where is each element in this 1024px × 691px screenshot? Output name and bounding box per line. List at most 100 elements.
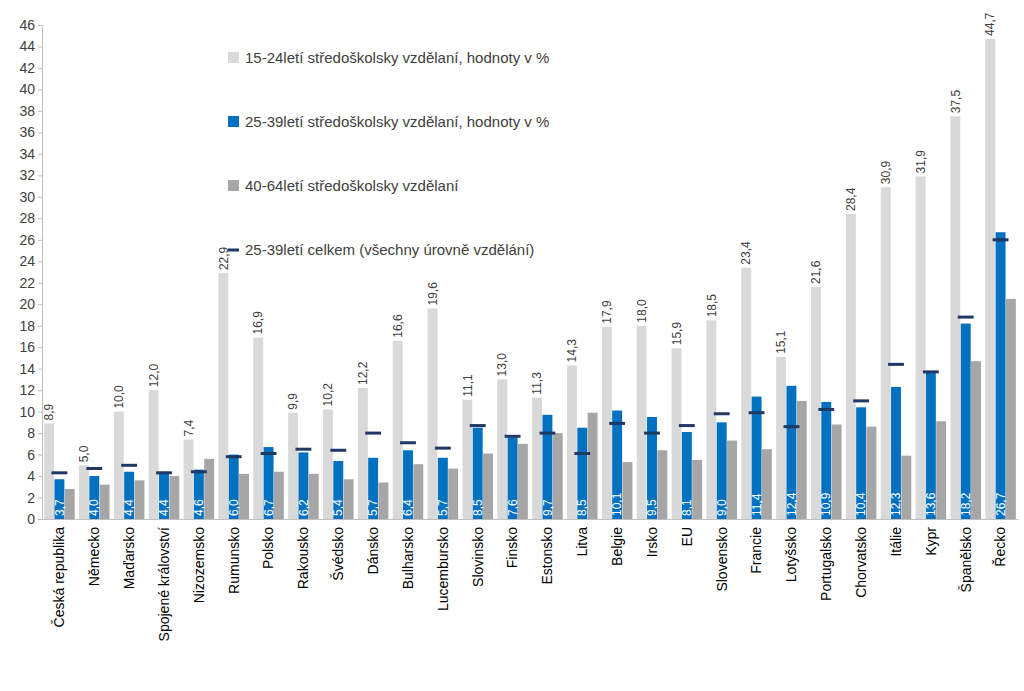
legend-swatch bbox=[228, 180, 239, 191]
data-label: 4,6 bbox=[192, 499, 206, 516]
x-axis-line bbox=[43, 519, 1019, 520]
dash-marker bbox=[784, 425, 800, 428]
y-tick: 8 bbox=[27, 425, 42, 441]
data-label: 4,4 bbox=[157, 499, 171, 516]
dash-marker bbox=[888, 363, 904, 366]
data-label: 12,0 bbox=[147, 363, 161, 387]
bar bbox=[567, 365, 577, 519]
data-label: 9,7 bbox=[541, 499, 555, 516]
y-tick-label: 2 bbox=[27, 490, 35, 506]
legend-label: 25-39letí celkem (všechny úrovně vzdělán… bbox=[245, 241, 534, 258]
x-tick-label: Švédsko bbox=[330, 527, 346, 581]
y-tick: 42 bbox=[19, 60, 42, 76]
y-tick: 40 bbox=[19, 81, 42, 97]
y-tick-label: 24 bbox=[19, 253, 35, 269]
x-tick-label: EU bbox=[679, 527, 695, 546]
dash-marker bbox=[958, 316, 974, 319]
data-label: 5,7 bbox=[366, 499, 380, 516]
x-tick: Nizozemsko bbox=[191, 519, 207, 603]
x-tick: Polsko bbox=[260, 519, 276, 569]
bar bbox=[811, 287, 821, 519]
y-tick: 2 bbox=[27, 490, 42, 506]
data-label: 18,2 bbox=[959, 492, 973, 516]
y-tick-mark bbox=[38, 111, 42, 112]
y-tick-mark bbox=[38, 197, 42, 198]
y-tick: 34 bbox=[19, 146, 42, 162]
y-tick-mark bbox=[38, 498, 42, 499]
dash-marker bbox=[505, 435, 521, 438]
y-tick: 24 bbox=[19, 253, 42, 269]
dash-marker bbox=[400, 441, 416, 444]
x-tick: Francie bbox=[748, 519, 764, 574]
y-tick-mark bbox=[38, 519, 42, 520]
dash-marker bbox=[818, 408, 834, 411]
x-tick-label: Slovinsko bbox=[470, 527, 486, 587]
dash-marker bbox=[86, 467, 102, 470]
dash-marker bbox=[191, 470, 207, 473]
marker-series bbox=[52, 240, 1009, 473]
x-tick-label: Finsko bbox=[504, 527, 520, 568]
y-tick-mark bbox=[38, 240, 42, 241]
x-tick: Lucembursko bbox=[435, 519, 451, 611]
dash-marker bbox=[644, 432, 660, 435]
y-tick: 26 bbox=[19, 232, 42, 248]
dash-marker bbox=[365, 432, 381, 435]
x-tick: Kypr bbox=[923, 519, 939, 556]
dash-marker bbox=[714, 412, 730, 415]
x-tick: Slovensko bbox=[714, 519, 730, 592]
y-tick-mark bbox=[38, 304, 42, 305]
data-label: 5,4 bbox=[331, 499, 345, 516]
x-tick: Belgie bbox=[609, 519, 625, 566]
legend-swatch bbox=[228, 52, 239, 63]
x-tick-label: Itálie bbox=[888, 527, 904, 557]
bar bbox=[881, 187, 891, 519]
y-tick-label: 14 bbox=[19, 361, 35, 377]
y-tick: 18 bbox=[19, 318, 42, 334]
x-tick: Řecko bbox=[992, 519, 1008, 567]
bar bbox=[846, 214, 856, 519]
x-tick-label: Česká republika bbox=[51, 527, 67, 628]
y-tick-label: 6 bbox=[27, 447, 35, 463]
y-tick: 12 bbox=[19, 382, 42, 398]
bar bbox=[741, 268, 751, 519]
x-tick: Portugalsko bbox=[818, 519, 834, 601]
legend-swatch bbox=[228, 116, 239, 127]
data-label: 4,0 bbox=[87, 499, 101, 516]
y-tick-mark bbox=[38, 261, 42, 262]
legend: 15-24letí středoškolsky vzdělaní, hodnot… bbox=[228, 49, 549, 258]
y-tick-mark bbox=[38, 390, 42, 391]
data-label: 10,1 bbox=[610, 492, 624, 516]
data-label: 37,5 bbox=[949, 90, 963, 114]
y-tick-label: 10 bbox=[19, 404, 35, 420]
data-label: 9,5 bbox=[645, 499, 659, 516]
y-tick-mark bbox=[38, 369, 42, 370]
bar bbox=[985, 39, 995, 519]
x-tick: Chorvatsko bbox=[853, 519, 869, 598]
y-tick-mark bbox=[38, 347, 42, 348]
data-label: 12,3 bbox=[889, 492, 903, 516]
data-label: 11,3 bbox=[530, 372, 544, 395]
y-axis-line bbox=[38, 26, 43, 520]
dash-marker bbox=[226, 455, 242, 458]
data-label: 19,6 bbox=[426, 282, 440, 306]
data-label: 21,6 bbox=[809, 260, 823, 284]
y-tick: 32 bbox=[19, 167, 42, 183]
data-label: 9,9 bbox=[286, 393, 300, 410]
dash-marker bbox=[435, 447, 451, 450]
x-tick-label: Dánsko bbox=[365, 527, 381, 575]
x-tick: Švédsko bbox=[330, 519, 346, 581]
x-tick-label: Slovensko bbox=[714, 527, 730, 592]
data-label: 26,7 bbox=[994, 492, 1008, 516]
y-tick-label: 44 bbox=[19, 38, 35, 54]
y-tick: 14 bbox=[19, 361, 42, 377]
x-tick-label: Maďarsko bbox=[121, 527, 137, 590]
y-tick-mark bbox=[38, 476, 42, 477]
data-label: 4,4 bbox=[122, 499, 136, 516]
dash-marker bbox=[574, 452, 590, 455]
data-label: 7,4 bbox=[182, 420, 196, 437]
bar bbox=[961, 324, 971, 519]
data-label: 17,9 bbox=[600, 300, 614, 324]
data-label: 14,3 bbox=[565, 339, 579, 363]
data-label: 9,0 bbox=[715, 499, 729, 516]
bar-series bbox=[65, 299, 1016, 519]
